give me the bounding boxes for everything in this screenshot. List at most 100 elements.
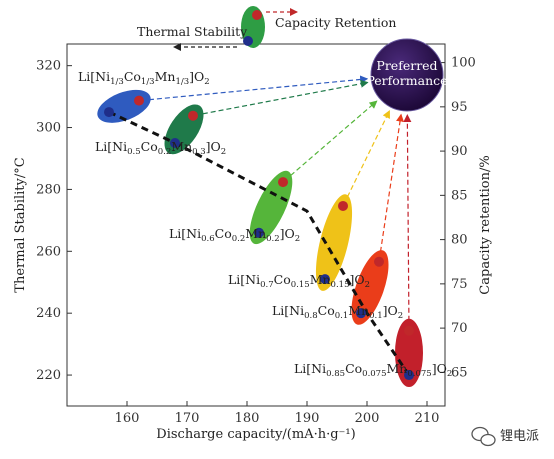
formula-subscript: 0.8 [304,311,318,321]
formula-subscript: 1/3 [175,77,189,87]
formula-text: ]O [432,361,447,376]
formula-subscript: 2 [447,369,452,379]
data-markers [104,95,414,381]
formula-subscript: 0.15 [291,280,310,290]
composition-label: Li[Ni0.7Co0.15Mn0.15]O2 [228,272,370,290]
left-tick-label: 280 [36,182,61,197]
legend-red-marker [252,10,262,20]
legend-blue-marker [243,36,253,46]
formula-subscript: 0.2 [158,147,172,157]
watermark-text: 锂电派 [500,429,539,444]
formula-text: ]O [349,272,364,287]
formula-subscript: 0.15 [331,280,350,290]
right-tick-label: 90 [451,144,468,159]
legend: Capacity Retention Thermal Stability [137,6,396,51]
thermal-marker [254,227,264,238]
thermal-marker [356,308,366,319]
target-arrow [379,113,404,252]
formula-text: ]O [280,226,295,241]
formula-text: Co [124,69,141,84]
formula-text: Li[Ni [169,226,201,241]
formula-subscript: 2 [398,311,403,321]
formula-text: Mn [348,303,369,318]
target-arrow [148,75,369,101]
composition-label: Li[Ni0.6Co0.2Mn0.2]O2 [169,226,300,244]
right-ticks: 65 70 75 80 85 90 95 100 [440,56,476,380]
target-arrow [403,113,412,321]
left-tick-label: 240 [36,306,61,321]
left-tick-label: 260 [36,244,61,259]
formula-text: Mn [245,226,266,241]
formula-subscript: 1/3 [141,77,155,87]
formula-subscript: 0.5 [127,147,141,157]
formula-subscript: 0.075 [407,369,431,379]
thermal-marker [404,370,414,381]
capacity-marker [404,325,414,336]
formula-subscript: 0.2 [266,234,280,244]
formula-text: ]O [189,69,204,84]
target-arrows [148,75,412,321]
composition-ellipse [351,250,389,325]
formula-text: Co [345,361,362,376]
thermal-marker [320,274,330,285]
preferred-performance-target: Preferred Performance [366,38,448,112]
x-tick-label: 200 [355,411,380,426]
left-ticks: 220 240 260 280 300 320 [36,59,72,383]
target-label-line1: Preferred [376,58,437,73]
x-tick-label: 170 [175,411,200,426]
left-tick-label: 220 [36,368,61,383]
legend-thermal-label: Thermal Stability [137,24,248,39]
x-axis-label: Discharge capacity/(mA·h·g⁻¹) [156,427,355,442]
right-tick-label: 100 [451,56,476,71]
formula-text: Mn [310,272,331,287]
capacity-marker [134,95,144,106]
right-tick-label: 85 [451,188,468,203]
trend-line [108,110,411,376]
watermark: 锂电派 [471,426,539,447]
formula-subscript: 0.2 [232,234,246,244]
x-tick-label: 190 [295,411,320,426]
formula-text: Co [318,303,335,318]
x-tick-label: 210 [415,411,440,426]
formula-text: Li[Ni [294,361,326,376]
formula-text: Co [274,272,291,287]
composition-label: Li[Ni0.5Co0.2Mn0.3]O2 [95,139,226,157]
formula-subscript: 1/3 [110,77,124,87]
composition-label: Li[Ni0.8Co0.1Mn0.1]O2 [272,303,403,321]
formula-text: Li[Ni [228,272,260,287]
right-tick-label: 75 [451,277,468,292]
formula-subscript: 0.7 [260,280,274,290]
y-axis-left-label: Thermal Stability/°C [13,157,28,292]
target-label-line2: Performance [366,73,447,88]
formula-text: Mn [155,69,176,84]
composition-label: Li[Ni0.85Co0.075Mn0.075]O2 [294,361,452,379]
right-tick-label: 70 [451,321,468,336]
y-axis-right-label: Capacity retention/% [478,155,493,294]
formula-subscript: 0.85 [326,369,345,379]
legend-capacity-label: Capacity Retention [275,15,396,30]
left-tick-label: 320 [36,59,61,74]
wechat-icon [471,426,496,447]
left-tick-label: 300 [36,121,61,136]
formula-subscript: 2 [365,280,370,290]
capacity-marker [188,110,198,121]
formula-subscript: 2 [221,147,226,157]
formula-text: ]O [206,139,221,154]
thermal-marker [104,107,114,118]
formula-subscript: 0.1 [335,311,349,321]
formula-subscript: 2 [204,77,209,87]
capacity-marker [338,200,348,211]
target-circle [370,38,444,112]
right-tick-label: 80 [451,233,468,248]
formula-subscript: 2 [295,234,300,244]
target-arrow [346,110,390,198]
formula-text: Co [215,226,232,241]
formula-text: Co [141,139,158,154]
formula-text: Mn [387,361,408,376]
composition-label: Li[Ni1/3Co1/3Mn1/3]O2 [78,69,210,87]
formula-text: ]O [383,303,398,318]
formula-text: Li[Ni [78,69,110,84]
formula-subscript: 0.1 [369,311,383,321]
composition-ellipse [395,318,423,388]
